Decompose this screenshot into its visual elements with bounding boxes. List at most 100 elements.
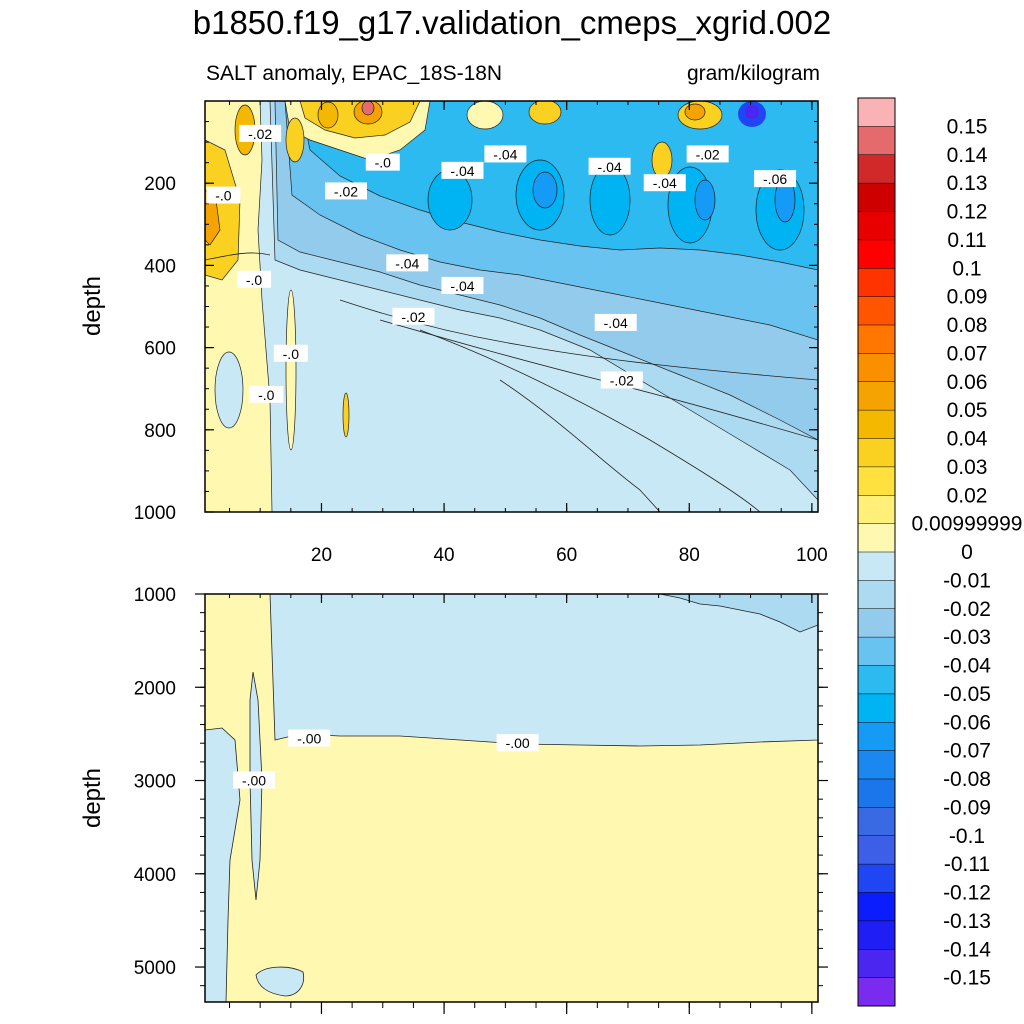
upper-contour-label: -.04 [441,276,484,294]
lower-y-tick-label: 4000 [134,865,176,886]
upper-contour-label: -.02 [686,145,729,163]
colorbar-label: 0.00999999 [912,513,1023,536]
colorbar-label: 0 [961,541,973,564]
upper-contour-label: -.04 [441,161,484,179]
colorbar-swatch [858,523,895,553]
upper-y-tick-label: 1000 [134,503,176,524]
svg-text:-.0: -.0 [215,188,232,204]
svg-text:-.00: -.00 [506,735,530,751]
upper-contour-label: -.06 [754,170,797,188]
colorbar-swatch [858,296,895,326]
colorbar-label: 0.13 [947,172,988,195]
svg-text:-.02: -.02 [696,146,720,162]
colorbar-label: 0.06 [947,371,988,394]
lower-y-tick-label: 2000 [134,678,176,699]
colorbar-swatch [858,268,895,297]
colorbar-label: 0.12 [947,201,988,224]
colorbar-label: -0.11 [944,853,990,876]
upper-y-tick-label: 400 [144,256,176,277]
colorbar-label: -0.15 [943,967,991,990]
upper-contour-label: -.04 [588,157,631,175]
upper-contour-labels: -.02 -.0 -.0 -.02 -.04 -.04 -.04 -.04 -.02 -.06 -.… [206,124,797,403]
colorbar-swatch [858,325,895,354]
upper-contour-label: -.04 [594,313,637,331]
lower-contour-field [205,594,818,1002]
upper-y-tick-label: 800 [144,421,176,442]
colorbar-swatch [858,98,895,127]
colorbar-swatch [858,608,895,638]
colorbar-swatch [858,438,895,468]
upper-contour-label: -.02 [324,182,367,200]
colorbar-label: -0.07 [943,740,991,763]
lower-contour-label: -.00 [288,729,331,747]
svg-text:-.04: -.04 [598,159,622,175]
lower-y-tick-label: 1000 [134,585,176,606]
colorbar: 0.15 0.14 0.13 0.12 0.11 0.1 0.09 0.08 0.07 0.06 0… [857,97,1023,1007]
colorbar-label: 0.02 [947,484,988,507]
colorbar-swatch [858,892,895,922]
svg-text:-.0: -.0 [375,155,392,171]
upper-y-tick-labels: 200 400 600 800 1000 [134,174,176,524]
colorbar-label: 0.1 [952,257,981,280]
colorbar-swatch [858,693,895,723]
colorbar-label: -0.03 [943,626,991,649]
lower-contour-labels: -.00 -.00 -.00 [233,729,539,789]
colorbar-swatch [858,864,895,893]
colorbar-label: -0.05 [943,683,991,706]
lower-contour-label: -.00 [496,734,539,752]
upper-contour-label: -.02 [392,307,435,325]
colorbar-swatch [858,239,895,269]
svg-text:-.0: -.0 [283,346,300,362]
colorbar-label: -0.09 [943,796,991,819]
upper-y-axis-label: depth [79,276,106,336]
colorbar-label: 0.04 [947,428,988,451]
upper-contour-label: -.02 [239,124,282,142]
lower-panel: 1000 2000 3000 4000 5000 depth -.00 -.00 -.00 [79,585,828,1014]
upper-contour-label: -.04 [386,254,429,272]
colorbar-label: 0.07 [947,342,988,365]
svg-text:-.02: -.02 [248,126,272,142]
colorbar-swatch [858,410,895,439]
upper-contour-label: -.0 [365,153,400,171]
upper-contour-label: -.0 [237,270,272,288]
svg-text:-.02: -.02 [401,309,425,325]
upper-x-tick-label: 100 [796,545,828,566]
colorbar-label: -0.02 [943,598,991,621]
colorbar-label: 0.08 [947,314,988,337]
subtitle-left: SALT anomaly, EPAC_18S-18N [206,62,503,85]
svg-text:-.04: -.04 [653,175,677,191]
colorbar-swatch [858,920,895,950]
svg-text:-.0: -.0 [246,272,263,288]
colorbar-swatch [858,835,895,865]
lower-y-tick-labels: 1000 2000 3000 4000 5000 [134,585,176,979]
upper-y-tick-label: 200 [144,174,176,195]
svg-text:-.04: -.04 [493,146,517,162]
colorbar-swatch [858,750,895,780]
svg-text:-.02: -.02 [334,183,358,199]
svg-text:-.0: -.0 [258,387,275,403]
colorbar-swatch [858,495,895,524]
svg-text:-.06: -.06 [763,171,787,187]
svg-text:-.00: -.00 [242,773,266,789]
colorbar-label: 0.15 [947,115,988,138]
colorbar-label: -0.13 [943,910,991,933]
colorbar-swatch [858,353,895,383]
colorbar-label: 0.14 [947,144,988,167]
lower-y-tick-label: 3000 [134,772,176,793]
svg-text:-.04: -.04 [395,255,419,271]
colorbar-label: -0.1 [949,825,985,848]
colorbar-swatch [858,126,895,156]
main-title: b1850.f19_g17.validation_cmeps_xgrid.002 [192,4,832,41]
upper-x-tick-label: 80 [679,545,700,566]
colorbar-label: 0.05 [947,399,988,422]
colorbar-label: 0.11 [947,229,986,252]
lower-y-axis-label: depth [79,768,106,828]
colorbar-label: -0.08 [943,768,991,791]
upper-x-tick-label: 40 [433,545,454,566]
colorbar-swatch [858,466,895,496]
upper-x-tick-label: 60 [556,545,577,566]
lower-frame [204,593,819,1003]
colorbar-swatch [858,722,895,751]
